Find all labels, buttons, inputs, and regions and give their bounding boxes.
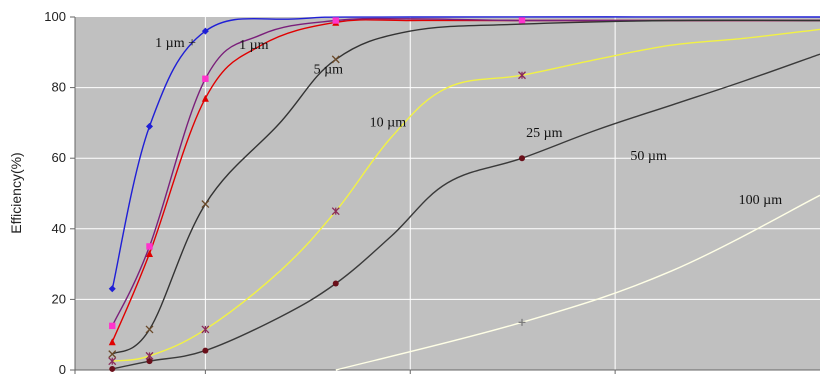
series-3-point — [332, 17, 339, 24]
series-3-point — [146, 243, 153, 250]
series-7-line — [335, 194, 820, 371]
series-6-point — [519, 155, 525, 162]
series-1-point — [201, 27, 209, 35]
series-label: 1 µm — [239, 38, 269, 53]
series-5-point — [201, 325, 210, 334]
series-3-point — [109, 322, 116, 330]
series-5-point — [108, 357, 117, 366]
series-label: 1 µm + — [155, 36, 196, 51]
series-6-point — [109, 365, 116, 372]
series-2-point — [108, 338, 116, 346]
axes: 0 20 40 60 80 100 — [44, 9, 820, 374]
y-axis-label: Efficiency(%) — [8, 152, 24, 233]
y-tick-label: 100 — [44, 9, 66, 24]
series-7-group — [335, 194, 820, 371]
series-1-line — [111, 16, 820, 289]
series-4-line — [111, 19, 820, 355]
series-label: 10 µm — [370, 115, 407, 130]
series-4-group — [108, 19, 820, 359]
series-6-group — [109, 53, 820, 372]
series-5-group — [108, 28, 820, 366]
series-4-point — [108, 350, 117, 359]
series-4-point — [331, 55, 340, 64]
series-label: 100 µm — [739, 193, 783, 208]
series-6-point — [146, 358, 153, 365]
series-label: 5 µm — [314, 62, 344, 77]
series-labels: 1 µm + 1 µm 5 µm 10 µm 25 µm 50 µm 100 µm — [155, 36, 782, 208]
series-1-point — [108, 285, 116, 293]
series-3-point — [202, 75, 209, 82]
series-4-point — [145, 325, 154, 334]
y-tick-label: 0 — [59, 362, 66, 374]
series-7-point — [518, 318, 526, 326]
series-5-point — [331, 207, 340, 216]
y-tick-label: 60 — [52, 150, 66, 165]
series-6-point — [332, 280, 339, 287]
series-label: 50 µm — [630, 149, 667, 164]
series-3-point — [518, 17, 526, 24]
series-label: 25 µm — [526, 126, 563, 141]
series-5-point — [518, 71, 526, 80]
series-group — [108, 16, 820, 372]
series-6-point — [202, 347, 209, 354]
plot-area — [75, 17, 820, 370]
series-4-point — [201, 200, 210, 209]
y-tick-label: 80 — [52, 80, 66, 95]
series-1-group — [108, 16, 820, 293]
y-tick-label: 40 — [52, 221, 66, 236]
series-1-point — [146, 122, 153, 130]
y-tick-label: 20 — [52, 291, 66, 306]
series-2-point — [201, 94, 209, 102]
grid-lines — [75, 17, 820, 370]
series-2-point — [146, 250, 153, 258]
